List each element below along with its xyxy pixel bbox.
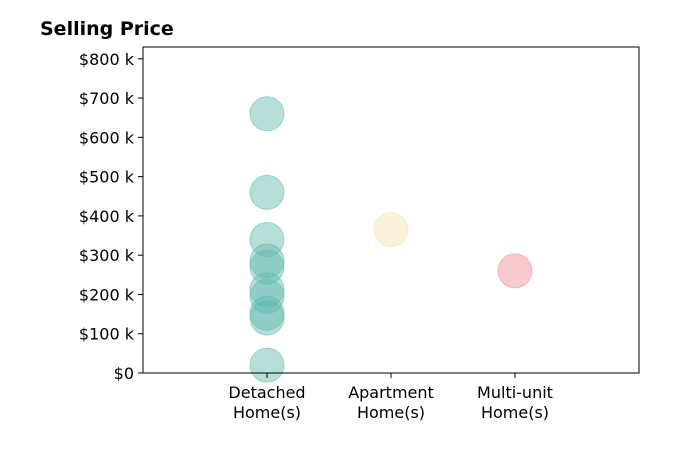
data-point — [373, 212, 409, 248]
chart-title: Selling Price — [40, 18, 174, 40]
y-tick-label: $300 k — [79, 246, 135, 265]
x-tick-label: Detached Home(s) — [228, 383, 305, 422]
data-point — [497, 253, 533, 289]
y-tick-label: $600 k — [79, 128, 135, 147]
y-tick-label: $500 k — [79, 168, 135, 187]
plot-area: $0 $100 k $200 k $300 k $400 k $500 k $600 k $7… — [79, 46, 640, 422]
y-tick-label: $800 k — [79, 50, 135, 69]
x-tick-label: Multi-unit Home(s) — [477, 383, 553, 422]
data-point — [249, 347, 285, 383]
data-point — [249, 221, 285, 257]
y-tick-label: $0 — [114, 364, 134, 383]
data-point — [249, 174, 285, 210]
data-point — [249, 295, 285, 331]
plot-frame — [142, 46, 640, 374]
data-point — [249, 96, 285, 132]
y-tick-label: $200 k — [79, 285, 135, 304]
y-tick-label: $100 k — [79, 325, 135, 344]
data-point — [249, 300, 285, 336]
y-tick-label: $400 k — [79, 207, 135, 226]
x-tick-label: Apartment Home(s) — [348, 383, 434, 422]
y-tick-label: $700 k — [79, 89, 135, 108]
